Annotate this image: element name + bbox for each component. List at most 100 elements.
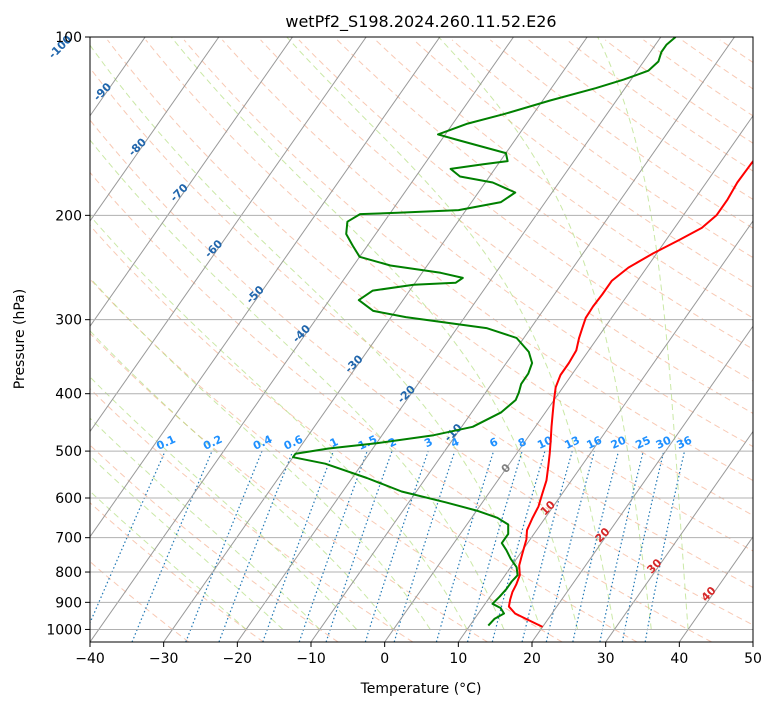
x-tick-label: 30 xyxy=(597,651,615,667)
moist-adiabat-line xyxy=(90,376,357,630)
dry-adiabat-line xyxy=(719,39,753,64)
dry-adiabat-line xyxy=(260,39,753,414)
dry-adiabat-line xyxy=(90,560,190,642)
isotherm-label: -70 xyxy=(168,181,191,204)
x-tick-label: 40 xyxy=(670,651,688,667)
mixing-ratio-line xyxy=(131,450,213,642)
mixing-ratio-label: 30 xyxy=(654,433,674,451)
mixing-ratio-line xyxy=(491,450,546,642)
y-tick-label: 500 xyxy=(55,444,82,460)
isotherm-line xyxy=(163,37,588,642)
dry-adiabat-line xyxy=(90,67,753,588)
mixing-ratio-line xyxy=(298,450,368,642)
mixing-ratio-line xyxy=(545,450,595,642)
x-tick-label: 50 xyxy=(744,651,762,667)
mixing-ratio-line xyxy=(90,450,166,625)
isotherm-label: -30 xyxy=(342,352,365,375)
moist-adiabat-line xyxy=(90,44,542,630)
dewpoint-line xyxy=(292,37,677,627)
y-axis: 1000 900 800 700 600 500 400 300 200 100 xyxy=(46,30,90,638)
mixing-ratio-label: 36 xyxy=(675,433,695,451)
background-lines xyxy=(0,37,775,642)
isotherm-line xyxy=(90,37,220,222)
profile-series xyxy=(292,37,753,628)
pressure-grid xyxy=(90,37,753,630)
mixing-ratio-label: 10 xyxy=(535,433,555,451)
dry-adiabat-line xyxy=(413,39,753,289)
moist-adiabat-line xyxy=(90,214,468,630)
isotherm-line xyxy=(0,37,72,642)
mixing-ratio-label: 16 xyxy=(585,433,605,451)
dry-adiabat-line xyxy=(298,39,753,382)
x-axis: −40 −30 −20 −10 0 10 20 30 40 50 xyxy=(75,642,762,667)
y-axis-label: Pressure (hPa) xyxy=(12,289,28,389)
dry-adiabat-line xyxy=(90,278,563,642)
x-axis-label: Temperature (°C) xyxy=(360,681,482,697)
y-tick-label: 1000 xyxy=(46,622,82,638)
mixing-ratio-label: 0.2 xyxy=(201,433,224,453)
dry-adiabat-line xyxy=(451,39,753,259)
x-tick-label: −10 xyxy=(296,651,326,667)
mixing-ratio-line xyxy=(435,450,495,642)
x-tick-label: 0 xyxy=(380,651,389,667)
moist-adiabat-line xyxy=(90,455,284,630)
x-tick-label: −30 xyxy=(149,651,179,667)
warm-isotherm-label: 40 xyxy=(699,584,719,604)
moist-adiabat-line xyxy=(438,37,652,630)
mixing-ratio-line xyxy=(218,450,294,642)
mixing-ratio-line xyxy=(364,450,429,642)
dry-adiabat-line xyxy=(90,119,753,626)
mixing-ratio-line xyxy=(599,450,644,642)
mixing-ratio-label: 0.4 xyxy=(251,433,274,453)
dry-adiabat-line xyxy=(336,39,753,350)
y-tick-label: 800 xyxy=(55,565,82,581)
isotherm-line xyxy=(90,37,367,433)
x-tick-label: 20 xyxy=(523,651,541,667)
x-tick-label: −20 xyxy=(223,651,253,667)
isotherm-line xyxy=(90,37,514,642)
mixing-ratio-label: 2 xyxy=(386,435,398,450)
dry-adiabat-line xyxy=(183,39,753,482)
moist-adiabat-line xyxy=(90,330,394,630)
dry-adiabat-line xyxy=(758,40,775,642)
isotherm-label: -80 xyxy=(126,135,149,158)
isotherm-line xyxy=(236,37,662,642)
isotherm-line xyxy=(752,641,753,642)
dry-adiabat-line xyxy=(90,502,264,642)
mixing-ratio-label: 25 xyxy=(633,434,652,452)
y-tick-label: 600 xyxy=(55,491,82,507)
isotherm-line xyxy=(457,220,753,642)
freezing-label: 0 xyxy=(499,461,514,476)
isotherm-line xyxy=(605,430,753,642)
isotherm-line xyxy=(531,325,753,642)
x-tick-label: 10 xyxy=(449,651,467,667)
isotherm-label: -50 xyxy=(244,283,267,306)
dry-adiabat-line xyxy=(528,39,753,201)
isotherm-line xyxy=(678,535,753,642)
moist-adiabat-line xyxy=(286,37,615,630)
isotherm-label: -40 xyxy=(290,322,313,345)
moist-adiabat-line xyxy=(90,490,247,630)
dry-adiabat-line xyxy=(375,39,753,319)
mixing-ratio-label: 0.1 xyxy=(154,433,177,453)
isotherm-label: -90 xyxy=(91,80,114,103)
moist-adiabat-line xyxy=(597,37,689,630)
chart-title: wetPf2_S198.2024.260.11.52.E26 xyxy=(285,12,556,32)
mixing-ratio-line xyxy=(572,450,620,642)
isotherm-line xyxy=(310,37,735,642)
mixing-ratio-line xyxy=(466,450,523,642)
y-tick-label: 300 xyxy=(55,313,82,329)
isotherm-label: -60 xyxy=(202,237,225,260)
mixing-ratio-line xyxy=(185,450,263,642)
dry-adiabat-line xyxy=(90,224,638,642)
mixing-ratio-label: 13 xyxy=(563,434,582,452)
dry-adiabat-line xyxy=(566,39,753,172)
y-tick-label: 100 xyxy=(55,30,82,46)
mixing-ratio-label: 6 xyxy=(488,435,501,450)
isotherm-line xyxy=(90,37,441,538)
moist-adiabat-line xyxy=(90,417,321,630)
dry-adiabat-line xyxy=(222,39,753,448)
moist-adiabat-line xyxy=(90,277,431,630)
isotherm-line xyxy=(384,114,753,642)
mixing-ratio-label: 0.6 xyxy=(282,433,305,453)
